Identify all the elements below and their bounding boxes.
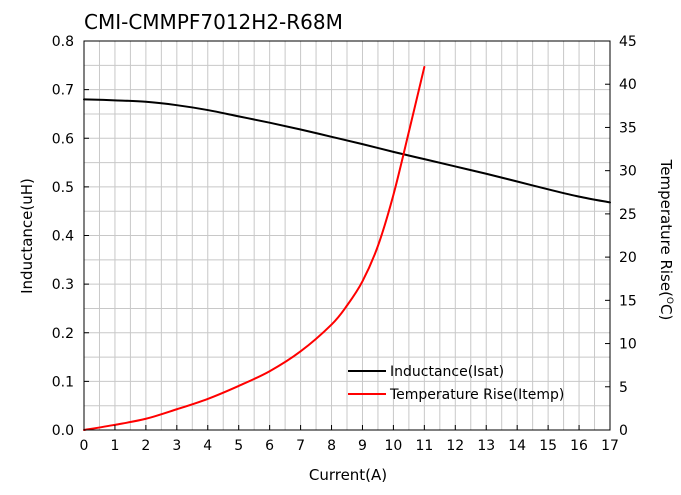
y2-tick-label: 25 — [619, 207, 637, 223]
y-tick-label: 0.7 — [52, 83, 74, 99]
y-tick-label: 0.3 — [52, 277, 74, 293]
x-tick-label: 2 — [141, 438, 150, 454]
y2-tick-label: 30 — [619, 164, 637, 180]
x-tick-label: 10 — [384, 438, 402, 454]
legend-label-inductance: Inductance(Isat) — [390, 364, 504, 380]
x-tick-label: 17 — [601, 438, 619, 454]
y2-tick-label: 0 — [619, 423, 628, 439]
x-tick-label: 1 — [110, 438, 119, 454]
x-tick-label: 15 — [539, 438, 557, 454]
y-tick-label: 0.2 — [52, 326, 74, 342]
x-tick-label: 7 — [296, 438, 305, 454]
y2-tick-label: 15 — [619, 293, 637, 309]
y-axis-title: Inductance(uH) — [18, 178, 36, 294]
x-tick-label: 9 — [358, 438, 367, 454]
y2-axis-title-main: Temperature Rise( — [657, 159, 675, 297]
y2-axis-title: Temperature Rise(OC) — [657, 159, 675, 321]
y-tick-label: 0.0 — [52, 423, 74, 439]
x-tick-label: 13 — [477, 438, 495, 454]
x-tick-label: 8 — [327, 438, 336, 454]
legend: Inductance(Isat) Temperature Rise(Itemp) — [348, 364, 564, 403]
y2-tick-label: 5 — [619, 380, 628, 396]
chart-title: CMI-CMMPF7012H2-R68M — [84, 10, 343, 34]
inductance-series-line — [83, 98, 611, 204]
y-tick-label: 0.8 — [52, 34, 74, 50]
axis-layer: 0 1 2 3 4 5 6 7 8 9 10 11 12 13 14 15 16 170.00.10.20.30.… — [52, 34, 637, 454]
y-tick-label: 0.6 — [52, 131, 74, 147]
y2-tick-label: 45 — [619, 34, 637, 50]
y-tick-label: 0.5 — [52, 180, 74, 196]
x-tick-label: 5 — [234, 438, 243, 454]
y2-tick-label: 10 — [619, 337, 637, 353]
y2-tick-label: 40 — [619, 77, 637, 93]
y-tick-label: 0.1 — [52, 374, 74, 390]
x-tick-label: 0 — [80, 438, 89, 454]
temperature-series-line — [83, 65, 426, 431]
x-tick-label: 11 — [415, 438, 433, 454]
y-tick-label: 0.4 — [52, 229, 74, 245]
x-axis-title: Current(A) — [309, 466, 387, 484]
x-tick-label: 12 — [446, 438, 464, 454]
x-tick-label: 4 — [203, 438, 212, 454]
grid-layer — [84, 41, 610, 430]
y2-tick-label: 20 — [619, 250, 637, 266]
x-tick-label: 6 — [265, 438, 274, 454]
x-tick-label: 16 — [570, 438, 588, 454]
legend-label-temperature: Temperature Rise(Itemp) — [389, 387, 564, 403]
x-tick-label: 14 — [508, 438, 526, 454]
y2-axis-title-degree: O — [664, 297, 674, 304]
y2-tick-label: 35 — [619, 120, 637, 136]
x-tick-label: 3 — [172, 438, 181, 454]
series-layer — [83, 65, 611, 431]
y2-axis-title-tail: C) — [657, 304, 675, 320]
